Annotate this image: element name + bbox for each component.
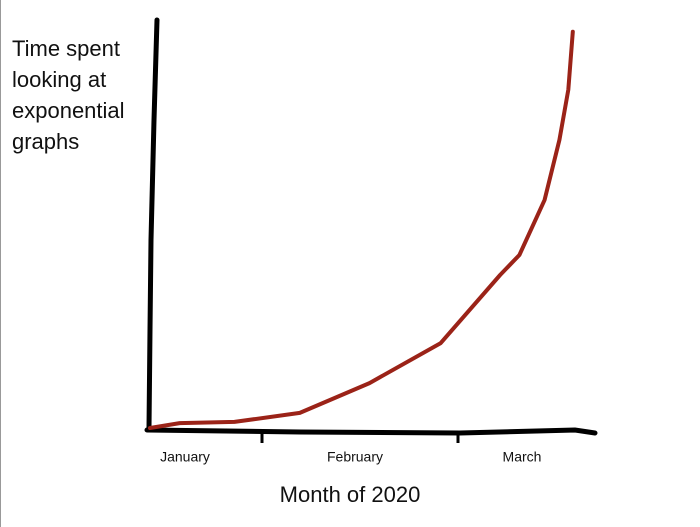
x-tick-label: January <box>160 449 210 465</box>
y-axis-label-line: Time spent <box>12 36 120 61</box>
x-tick-label: February <box>327 449 383 465</box>
y-axis-label-line: graphs <box>12 129 79 154</box>
x-axis-label: Month of 2020 <box>280 482 421 507</box>
y-axis-label: Time spent looking at exponential graphs <box>12 36 125 154</box>
data-line <box>148 29 575 430</box>
x-axis <box>144 427 598 436</box>
y-axis-label-line: looking at <box>12 67 106 92</box>
y-axis <box>146 17 160 431</box>
y-axis-label-line: exponential <box>12 98 125 123</box>
x-tick-label: March <box>503 449 542 465</box>
